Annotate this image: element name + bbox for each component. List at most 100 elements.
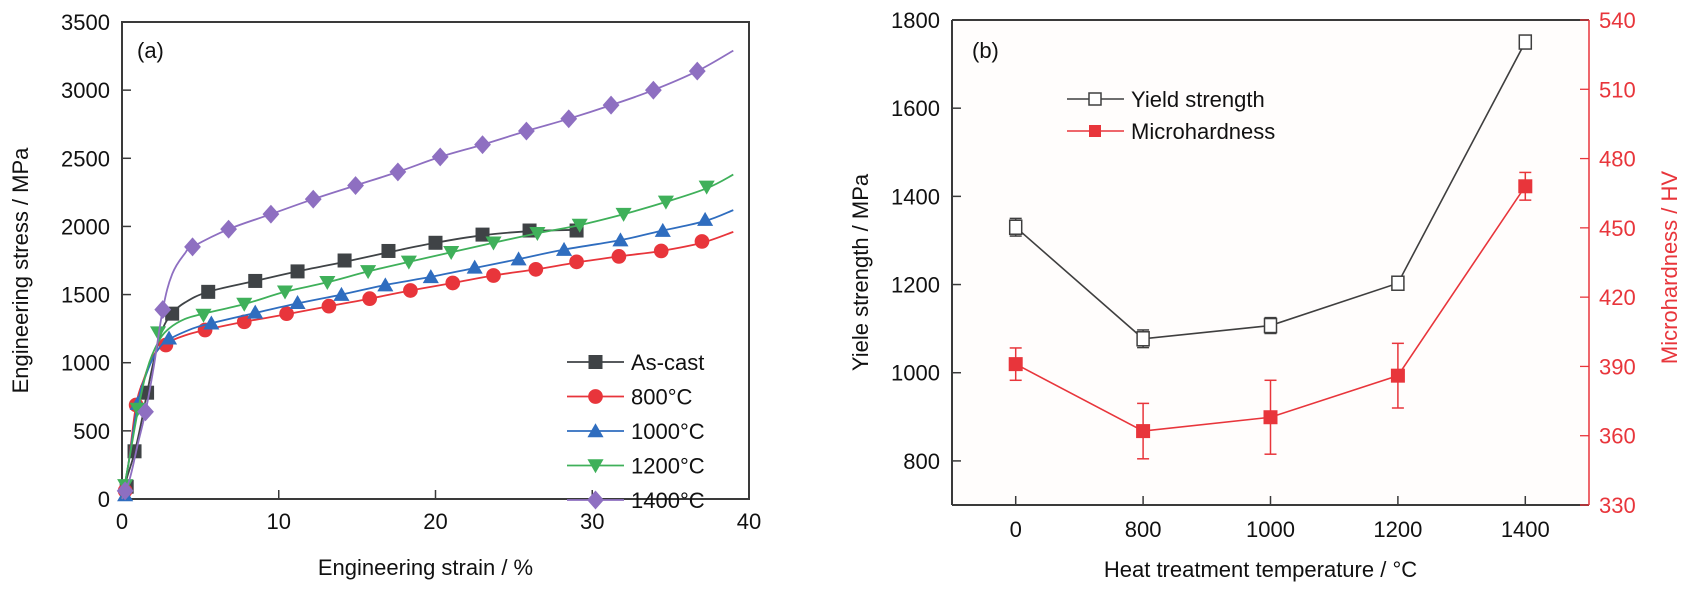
data-point (337, 253, 352, 268)
data-point (431, 147, 449, 167)
data-point (528, 262, 544, 277)
data-point (347, 176, 364, 195)
data-point (615, 207, 632, 222)
data-point (248, 273, 263, 288)
data-point (400, 255, 417, 270)
y-tick-label: 1200 (891, 273, 940, 298)
data-point (160, 330, 178, 345)
panel-label: (b) (972, 38, 999, 63)
series-group (116, 49, 734, 502)
data-point (1518, 34, 1533, 50)
data-point (290, 264, 305, 279)
data-point (1136, 331, 1150, 347)
y2-tick-label: 420 (1599, 285, 1636, 310)
y-axis-ticks: 0 500 1000 1500 2000 2500 3000 3500 (61, 10, 131, 512)
series-line (121, 49, 734, 500)
left-y-axis-ticks: 800 1000 1200 1400 1600 1800 (891, 8, 961, 474)
legend: Yield strength Microhardness (1067, 87, 1275, 144)
legend-item: 1200°C (567, 454, 705, 479)
y-tick-label: 1000 (891, 361, 940, 386)
data-point (485, 236, 502, 251)
legend-marker (587, 459, 604, 474)
data-point (1263, 317, 1278, 334)
y-tick-label: 1000 (61, 351, 110, 376)
data-point (195, 308, 212, 323)
y2-tick-label: 480 (1599, 147, 1636, 172)
data-point (422, 269, 439, 284)
x-tick-label: 0 (1010, 517, 1022, 542)
data-point (475, 227, 490, 242)
y2-tick-label: 510 (1599, 77, 1636, 102)
series-microhardness (1008, 171, 1533, 460)
data-point (697, 211, 714, 226)
x-tick-label: 40 (737, 509, 761, 534)
y-tick-label: 3500 (61, 10, 110, 35)
y-tick-label: 1400 (891, 184, 940, 209)
legend-item: Microhardness (1067, 119, 1275, 144)
panel-label: (a) (137, 38, 164, 63)
x-tick-label: 1400 (1501, 517, 1550, 542)
data-point (569, 254, 584, 270)
plot-area (121, 21, 750, 500)
data-point (1263, 410, 1278, 425)
right-y-axis-label: Microhardness / HV (1657, 171, 1682, 365)
panel-a-stress-strain-chart: 0 500 1000 1500 2000 2500 3000 3500 0 10 20 30 40 (… (8, 10, 761, 580)
legend-item: As-cast (567, 350, 704, 375)
data-point (154, 300, 172, 320)
x-tick-label: 0 (116, 509, 128, 534)
y-tick-label: 800 (903, 449, 940, 474)
data-point (360, 265, 377, 280)
legend-marker (587, 423, 604, 438)
data-point (1008, 219, 1023, 235)
legend-marker (588, 389, 603, 404)
data-point (654, 222, 671, 237)
right-y-axis-ticks: 330 360 390 420 450 480 510 540 (1580, 8, 1636, 518)
data-point (377, 277, 394, 292)
data-point (129, 402, 146, 417)
data-point (362, 291, 378, 307)
panel-b-strength-hardness-chart: 800 1000 1200 1400 1600 1800 330 360 390 420 450 4… (848, 8, 1682, 582)
legend-label: 800°C (631, 385, 693, 410)
data-point (486, 268, 501, 283)
y-tick-label: 1600 (891, 96, 940, 121)
legend-label: Yield strength (1131, 87, 1265, 112)
legend-item: 800°C (567, 385, 693, 410)
data-point (203, 315, 220, 330)
data-point (510, 251, 527, 266)
data-point (555, 241, 573, 256)
y-tick-label: 3000 (61, 78, 110, 103)
data-point (220, 219, 237, 239)
data-point (560, 109, 578, 129)
legend-label: 1200°C (631, 454, 705, 479)
x-axis-ticks: 0 10 20 30 40 (116, 490, 761, 534)
data-point (116, 481, 134, 501)
y-tick-label: 1500 (61, 283, 110, 308)
data-point (657, 195, 674, 210)
data-point (612, 232, 629, 247)
y2-tick-label: 540 (1599, 8, 1636, 33)
left-y-axis-label: Yiele strength / MPa (848, 173, 873, 371)
data-point (1518, 179, 1533, 194)
data-point (184, 237, 201, 257)
legend-item: 1000°C (567, 419, 705, 444)
data-point (389, 162, 407, 182)
series-yield-strength (1008, 34, 1533, 349)
data-point (1391, 275, 1405, 291)
data-point (466, 259, 483, 274)
legend-marker (587, 490, 604, 510)
data-point (653, 243, 669, 259)
data-point (611, 249, 627, 264)
legend-item: Yield strength (1067, 87, 1265, 112)
legend-marker (588, 355, 603, 369)
data-point (247, 304, 264, 319)
y-tick-label: 0 (98, 487, 110, 512)
x-tick-label: 1000 (1246, 517, 1295, 542)
data-point (688, 61, 706, 81)
legend-label: 1400°C (631, 488, 705, 513)
data-point (443, 246, 460, 261)
legend-label: As-cast (631, 350, 704, 375)
x-tick-label: 1200 (1373, 517, 1422, 542)
series-group (1008, 34, 1533, 460)
data-point (319, 276, 336, 291)
